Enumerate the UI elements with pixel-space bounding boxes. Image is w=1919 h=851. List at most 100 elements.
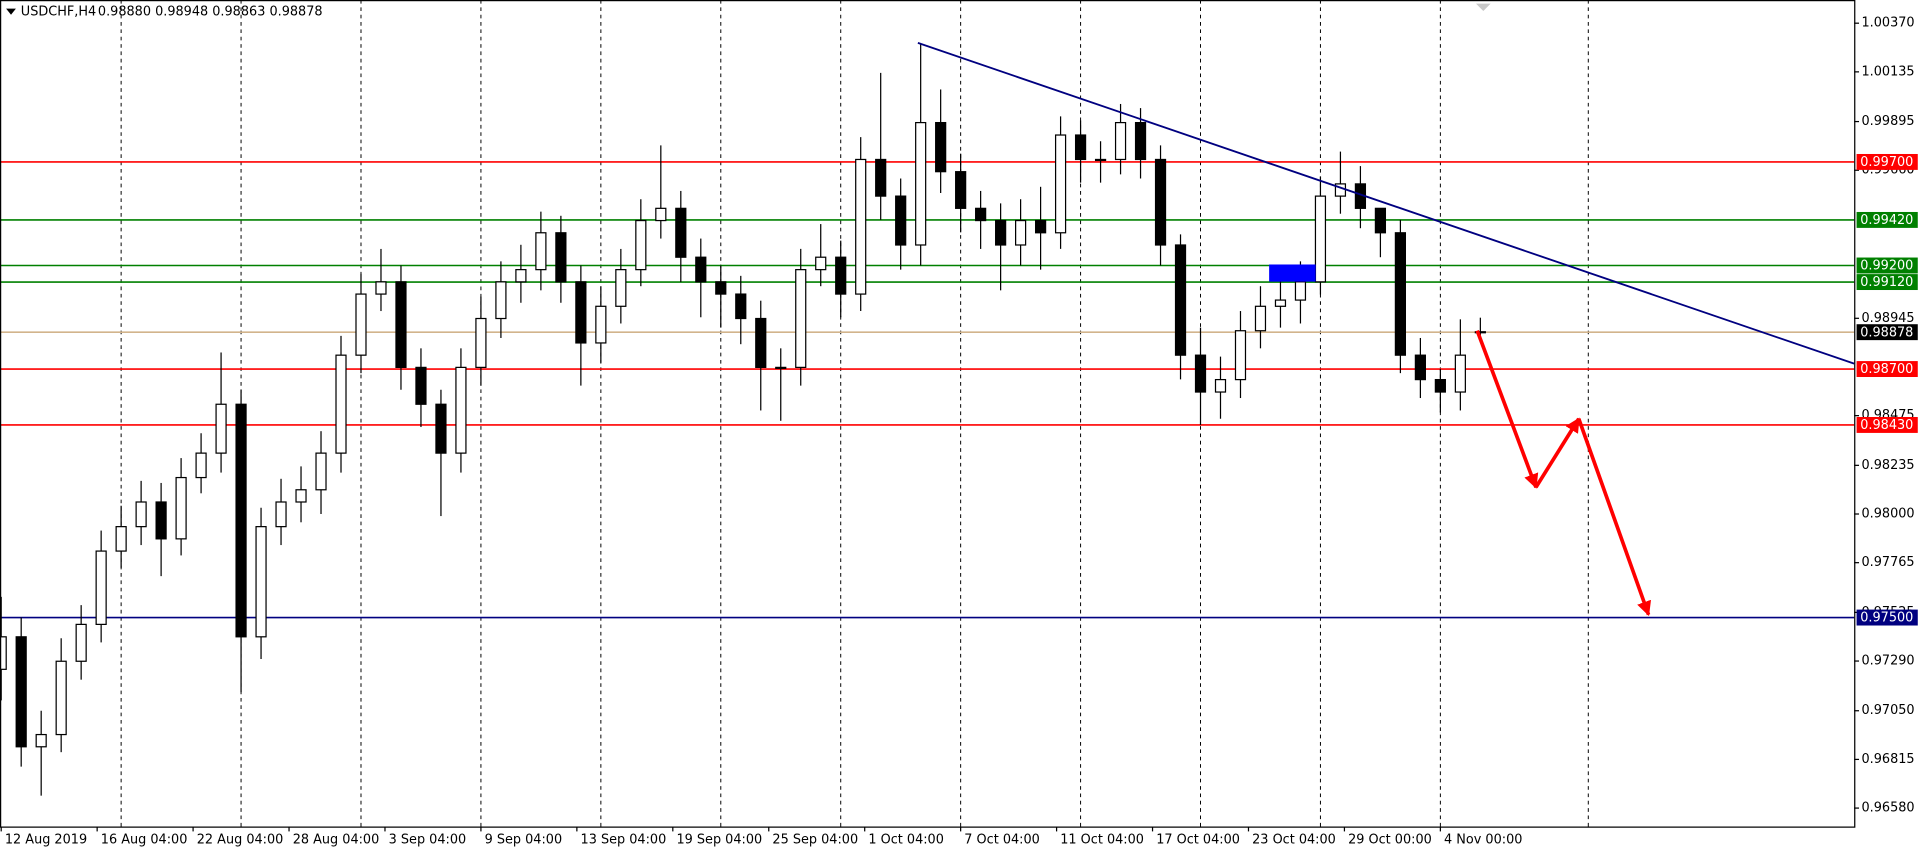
- x-tick-label: 19 Sep 04:00: [676, 832, 762, 847]
- candle-body: [1474, 331, 1486, 334]
- candle-body: [335, 354, 347, 454]
- candle-body: [695, 256, 707, 283]
- y-tick-label: 1.00370: [1861, 16, 1914, 31]
- candle-body: [515, 269, 527, 283]
- x-tick-label: 3 Sep 04:00: [389, 832, 467, 847]
- levels-layer: [0, 161, 1855, 619]
- candle-body: [535, 232, 547, 271]
- candle-body: [235, 403, 247, 638]
- current-price-label: 0.98878: [1860, 325, 1913, 340]
- level-badge: [1856, 153, 1918, 170]
- candle-body: [595, 305, 607, 344]
- x-tick-label: 29 Oct 00:00: [1348, 832, 1432, 847]
- level-badge: [1856, 361, 1918, 377]
- level-badge: [1856, 274, 1918, 291]
- candle-body: [1214, 378, 1227, 393]
- arrow: [1577, 418, 1652, 617]
- candle-body: [775, 366, 787, 369]
- zone-box: [1269, 264, 1316, 282]
- candle-body: [1174, 244, 1187, 356]
- candle-body: [55, 660, 67, 736]
- candle-body: [995, 219, 1007, 246]
- candle-body: [1114, 121, 1127, 161]
- level-label: 0.98430: [1860, 418, 1913, 433]
- candle-body: [355, 293, 367, 356]
- candle-body: [1074, 134, 1087, 161]
- level-label: 0.99120: [1860, 275, 1913, 290]
- y-tick-label: 0.96580: [1861, 801, 1914, 816]
- x-tick-label: 1 Oct 04:00: [868, 832, 944, 847]
- y-tick-label: 0.98945: [1861, 311, 1914, 326]
- candle-body: [1254, 305, 1267, 332]
- candle-body: [375, 281, 387, 295]
- candle-body: [955, 171, 967, 209]
- level-label: 0.99200: [1860, 259, 1913, 274]
- candle-body: [895, 195, 907, 246]
- candle-body: [1434, 378, 1446, 393]
- x-tick-label: 16 Aug 04:00: [101, 832, 188, 847]
- candle-body: [1294, 281, 1307, 301]
- candle-body: [495, 281, 507, 320]
- level-label: 0.99700: [1860, 155, 1913, 170]
- candle-body: [1274, 299, 1287, 307]
- candle-body: [1454, 354, 1466, 393]
- candle-body: [835, 256, 847, 295]
- level-badge: [1856, 211, 1918, 228]
- plot-frame: [0, 0, 1856, 828]
- level-badge: [1856, 609, 1918, 626]
- candle-body: [435, 403, 447, 454]
- candle-body: [135, 501, 147, 528]
- candle-body: [75, 623, 87, 662]
- arrow: [1475, 329, 1539, 489]
- axes-layer: 12 Aug 2019 16 Aug 04:00 22 Aug 04:00 28 Au…: [0, 16, 1918, 847]
- x-tick-label: 13 Sep 04:00: [581, 832, 667, 847]
- candle-body: [575, 281, 587, 344]
- candle-body: [1094, 158, 1107, 162]
- candle-body: [1054, 134, 1067, 234]
- level-label: 0.98700: [1860, 362, 1913, 377]
- candle-body: [855, 158, 867, 295]
- candle-body: [275, 501, 287, 528]
- candle-body: [555, 232, 567, 283]
- candle-body: [1194, 354, 1207, 393]
- y-tick-label: 0.97050: [1861, 703, 1914, 718]
- candle-body: [315, 452, 327, 491]
- level-label: 0.99420: [1860, 213, 1913, 228]
- candle-body: [195, 452, 207, 479]
- candle-body: [415, 366, 427, 405]
- candle-body: [1314, 195, 1327, 283]
- forecast-arrows: [1475, 329, 1652, 617]
- level-badge: [1856, 257, 1918, 274]
- candle-body: [255, 526, 267, 638]
- header-values: 0.98880 0.98948 0.98863 0.98878: [98, 5, 323, 20]
- candles-layer: [0, 43, 1486, 796]
- y-tick-label: 0.96815: [1861, 752, 1914, 767]
- x-tick-label: 9 Sep 04:00: [485, 832, 563, 847]
- level-badge: [1856, 416, 1918, 433]
- x-tick-label: 25 Sep 04:00: [772, 832, 858, 847]
- y-tick-label: 0.98235: [1861, 458, 1914, 473]
- candle-body: [615, 269, 627, 307]
- candle-body: [915, 121, 927, 246]
- candle-body: [655, 207, 667, 222]
- y-tick-label: 0.97290: [1861, 654, 1914, 669]
- symbol: USDCHF,H4: [21, 5, 96, 20]
- menu-icon[interactable]: [6, 8, 16, 15]
- x-tick-label: 22 Aug 04:00: [197, 832, 284, 847]
- candle-body: [475, 317, 487, 368]
- level-label: 0.97500: [1860, 611, 1913, 626]
- x-tick-label: 23 Oct 04:00: [1252, 832, 1336, 847]
- candle-body: [755, 317, 767, 368]
- x-tick-label: 7 Oct 04:00: [964, 832, 1040, 847]
- candle-body: [675, 207, 687, 258]
- candle-body: [935, 121, 947, 173]
- candle-body: [395, 281, 407, 368]
- y-tick-label: 1.00135: [1861, 64, 1914, 79]
- candle-body: [1154, 158, 1167, 246]
- candle-body: [1414, 354, 1426, 381]
- shift-marker: [1475, 3, 1491, 12]
- candle-body: [1234, 330, 1247, 381]
- candle-body: [95, 550, 107, 625]
